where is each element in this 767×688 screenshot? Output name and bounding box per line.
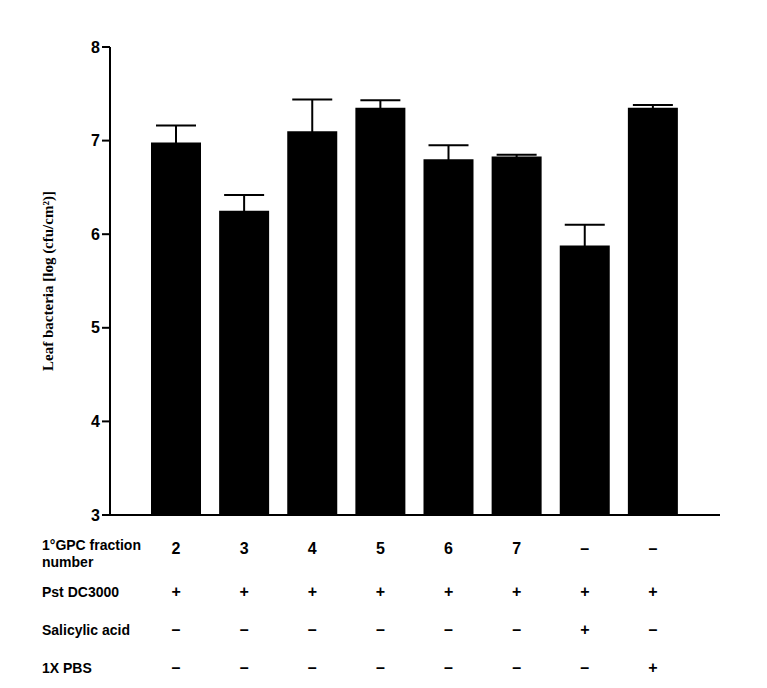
svg-text:–: –	[512, 659, 521, 676]
svg-text:+: +	[648, 659, 657, 676]
svg-text:+: +	[308, 583, 317, 600]
svg-text:+: +	[648, 583, 657, 600]
svg-text:4: 4	[91, 413, 100, 430]
svg-text:–: –	[376, 621, 385, 638]
svg-text:3: 3	[240, 540, 249, 557]
svg-text:–: –	[240, 659, 249, 676]
svg-text:number: number	[42, 554, 94, 570]
svg-text:–: –	[444, 621, 453, 638]
svg-text:+: +	[444, 583, 453, 600]
svg-text:–: –	[172, 659, 181, 676]
svg-text:–: –	[648, 540, 657, 557]
svg-text:4: 4	[308, 540, 317, 557]
svg-text:+: +	[376, 583, 385, 600]
svg-text:–: –	[376, 659, 385, 676]
svg-text:Pst DC3000: Pst DC3000	[42, 584, 119, 600]
svg-text:6: 6	[91, 226, 100, 243]
svg-text:–: –	[580, 540, 589, 557]
svg-text:–: –	[308, 659, 317, 676]
svg-text:+: +	[580, 583, 589, 600]
svg-text:5: 5	[91, 319, 100, 336]
svg-text:7: 7	[512, 540, 521, 557]
svg-text:6: 6	[444, 540, 453, 557]
svg-text:5: 5	[376, 540, 385, 557]
svg-text:3: 3	[91, 507, 100, 524]
svg-text:1X PBS: 1X PBS	[42, 660, 92, 676]
svg-text:–: –	[648, 621, 657, 638]
svg-text:Salicylic acid: Salicylic acid	[42, 622, 130, 638]
svg-text:–: –	[240, 621, 249, 638]
svg-text:+: +	[171, 583, 180, 600]
svg-text:+: +	[512, 583, 521, 600]
svg-text:7: 7	[91, 132, 100, 149]
svg-text:2: 2	[172, 540, 181, 557]
svg-text:–: –	[172, 621, 181, 638]
svg-text:+: +	[240, 583, 249, 600]
svg-text:–: –	[308, 621, 317, 638]
svg-text:–: –	[580, 659, 589, 676]
svg-text:+: +	[580, 621, 589, 638]
svg-text:Leaf bacteria [log (cfu/cm²)]: Leaf bacteria [log (cfu/cm²)]	[40, 191, 57, 371]
svg-text:8: 8	[91, 39, 100, 56]
svg-text:1°GPC fraction: 1°GPC fraction	[42, 537, 141, 553]
svg-text:–: –	[444, 659, 453, 676]
svg-text:–: –	[512, 621, 521, 638]
